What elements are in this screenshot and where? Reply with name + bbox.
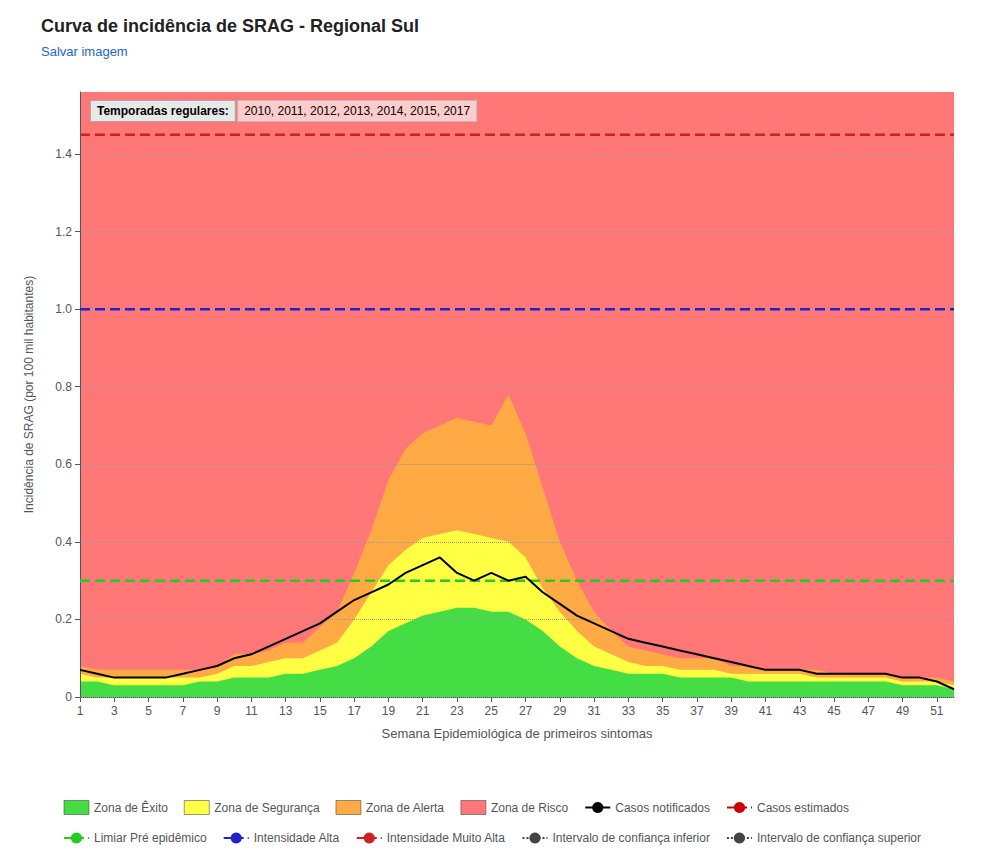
svg-text:25: 25 bbox=[485, 704, 499, 718]
svg-text:43: 43 bbox=[793, 704, 807, 718]
svg-text:2010, 2011, 2012, 2013, 2014,: 2010, 2011, 2012, 2013, 2014, 2015, 2017 bbox=[244, 104, 470, 118]
svg-text:Intensidade Muito Alta: Intensidade Muito Alta bbox=[387, 831, 505, 845]
svg-text:3: 3 bbox=[111, 704, 118, 718]
svg-text:Zona de Alerta: Zona de Alerta bbox=[366, 801, 444, 815]
svg-text:41: 41 bbox=[759, 704, 773, 718]
svg-text:Zona de Risco: Zona de Risco bbox=[491, 801, 569, 815]
svg-text:29: 29 bbox=[553, 704, 567, 718]
svg-text:51: 51 bbox=[930, 704, 944, 718]
svg-text:19: 19 bbox=[382, 704, 396, 718]
svg-text:Incidência de SRAG (por 100 mi: Incidência de SRAG (por 100 mil habitant… bbox=[22, 276, 36, 513]
svg-text:1.2: 1.2 bbox=[55, 225, 72, 239]
svg-text:0.4: 0.4 bbox=[55, 535, 72, 549]
svg-text:Casos estimados: Casos estimados bbox=[757, 801, 849, 815]
svg-text:1.0: 1.0 bbox=[55, 302, 72, 316]
svg-text:Casos notificados: Casos notificados bbox=[615, 801, 710, 815]
svg-text:Salvar imagem: Salvar imagem bbox=[41, 44, 128, 59]
svg-text:Semana Epidemiológica de prime: Semana Epidemiológica de primeiros sinto… bbox=[382, 726, 653, 741]
svg-text:0.6: 0.6 bbox=[55, 457, 72, 471]
svg-text:Intensidade Alta: Intensidade Alta bbox=[254, 831, 340, 845]
svg-text:37: 37 bbox=[690, 704, 704, 718]
svg-text:31: 31 bbox=[587, 704, 601, 718]
svg-text:33: 33 bbox=[622, 704, 636, 718]
svg-text:Temporadas regulares:: Temporadas regulares: bbox=[97, 104, 229, 118]
svg-text:5: 5 bbox=[145, 704, 152, 718]
svg-text:Intervalo de confiança inferio: Intervalo de confiança inferior bbox=[552, 831, 709, 845]
svg-text:21: 21 bbox=[416, 704, 430, 718]
svg-text:1: 1 bbox=[77, 704, 84, 718]
svg-text:9: 9 bbox=[214, 704, 221, 718]
svg-text:17: 17 bbox=[348, 704, 362, 718]
svg-text:45: 45 bbox=[827, 704, 841, 718]
svg-text:0.8: 0.8 bbox=[55, 380, 72, 394]
svg-text:27: 27 bbox=[519, 704, 533, 718]
svg-text:39: 39 bbox=[725, 704, 739, 718]
svg-text:23: 23 bbox=[450, 704, 464, 718]
svg-text:11: 11 bbox=[245, 704, 258, 718]
svg-text:Zona de Êxito: Zona de Êxito bbox=[94, 800, 168, 815]
svg-text:Intervalo de confiança superio: Intervalo de confiança superior bbox=[757, 831, 921, 845]
svg-text:0.2: 0.2 bbox=[55, 612, 72, 626]
svg-text:15: 15 bbox=[313, 704, 327, 718]
svg-text:49: 49 bbox=[896, 704, 910, 718]
svg-text:7: 7 bbox=[179, 704, 186, 718]
svg-text:13: 13 bbox=[279, 704, 293, 718]
svg-text:1.4: 1.4 bbox=[55, 147, 72, 161]
svg-text:Curva de incidência de SRAG -: Curva de incidência de SRAG - Regional S… bbox=[41, 16, 419, 36]
svg-text:35: 35 bbox=[656, 704, 670, 718]
svg-text:47: 47 bbox=[862, 704, 876, 718]
svg-text:Limiar Pré epidêmico: Limiar Pré epidêmico bbox=[94, 831, 207, 845]
svg-text:0: 0 bbox=[65, 690, 72, 704]
svg-text:Zona de Segurança: Zona de Segurança bbox=[214, 801, 320, 815]
